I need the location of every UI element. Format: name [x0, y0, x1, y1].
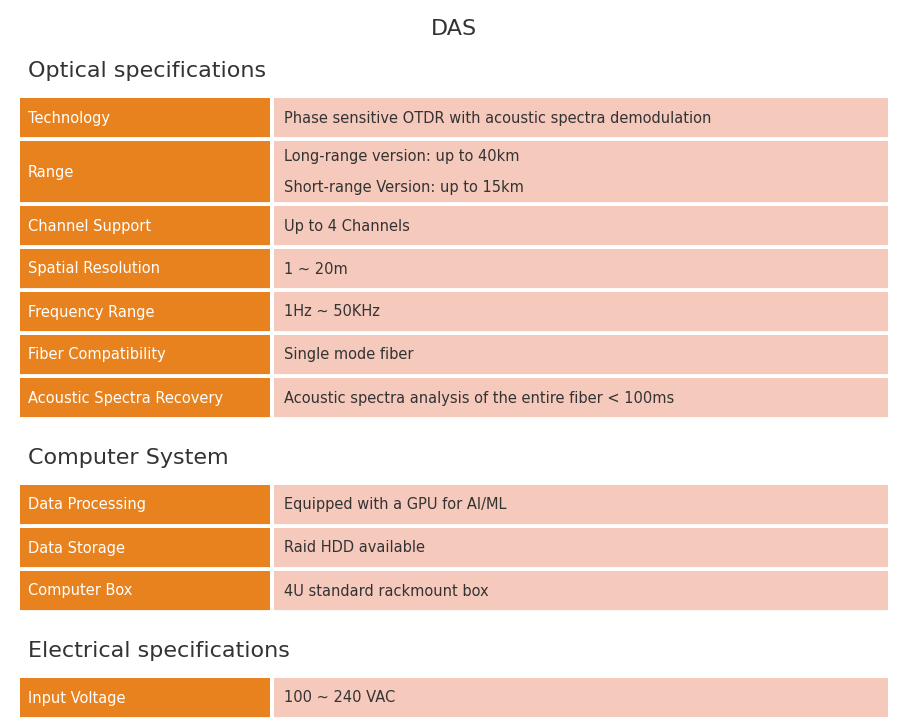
Text: Input Voltage: Input Voltage — [28, 690, 125, 706]
Bar — [274, 206, 888, 246]
Text: Long-range version: up to 40km: Long-range version: up to 40km — [284, 149, 520, 164]
Bar — [20, 378, 271, 418]
Bar — [274, 292, 888, 332]
Bar — [20, 141, 271, 203]
Bar — [20, 678, 271, 718]
Bar — [20, 485, 271, 525]
Text: Phase sensitive OTDR with acoustic spectra demodulation: Phase sensitive OTDR with acoustic spect… — [284, 110, 712, 125]
Text: Range: Range — [28, 164, 74, 179]
Text: Single mode fiber: Single mode fiber — [284, 348, 414, 362]
Text: Electrical specifications: Electrical specifications — [28, 641, 290, 661]
Bar — [274, 98, 888, 138]
Bar — [274, 485, 888, 525]
Bar — [20, 98, 271, 138]
Bar — [274, 141, 888, 203]
Bar — [274, 528, 888, 568]
Bar — [274, 571, 888, 611]
Text: Computer Box: Computer Box — [28, 583, 133, 598]
Text: Spatial Resolution: Spatial Resolution — [28, 261, 160, 276]
Bar — [274, 249, 888, 289]
Text: Up to 4 Channels: Up to 4 Channels — [284, 218, 410, 233]
Text: Equipped with a GPU for AI/ML: Equipped with a GPU for AI/ML — [284, 498, 507, 513]
Text: Raid HDD available: Raid HDD available — [284, 541, 426, 556]
Text: Optical specifications: Optical specifications — [28, 61, 266, 81]
Bar — [20, 292, 271, 332]
Bar — [274, 678, 888, 718]
Text: Data Processing: Data Processing — [28, 498, 146, 513]
Bar — [274, 335, 888, 375]
Text: Acoustic Spectra Recovery: Acoustic Spectra Recovery — [28, 390, 223, 405]
Text: DAS: DAS — [431, 19, 477, 39]
Text: 1Hz ~ 50KHz: 1Hz ~ 50KHz — [284, 305, 380, 320]
Text: Short-range Version: up to 15km: Short-range Version: up to 15km — [284, 180, 524, 195]
Bar — [20, 571, 271, 611]
Text: 100 ~ 240 VAC: 100 ~ 240 VAC — [284, 690, 396, 706]
Text: Frequency Range: Frequency Range — [28, 305, 154, 320]
Bar — [20, 206, 271, 246]
Bar — [20, 528, 271, 568]
Bar — [20, 249, 271, 289]
Text: Fiber Compatibility: Fiber Compatibility — [28, 348, 166, 362]
Text: 4U standard rackmount box: 4U standard rackmount box — [284, 583, 489, 598]
Bar — [20, 335, 271, 375]
Text: Data Storage: Data Storage — [28, 541, 125, 556]
Text: Technology: Technology — [28, 110, 110, 125]
Text: Channel Support: Channel Support — [28, 218, 151, 233]
Text: Computer System: Computer System — [28, 448, 229, 468]
Bar — [274, 378, 888, 418]
Text: 1 ~ 20m: 1 ~ 20m — [284, 261, 348, 276]
Text: Acoustic spectra analysis of the entire fiber < 100ms: Acoustic spectra analysis of the entire … — [284, 390, 675, 405]
